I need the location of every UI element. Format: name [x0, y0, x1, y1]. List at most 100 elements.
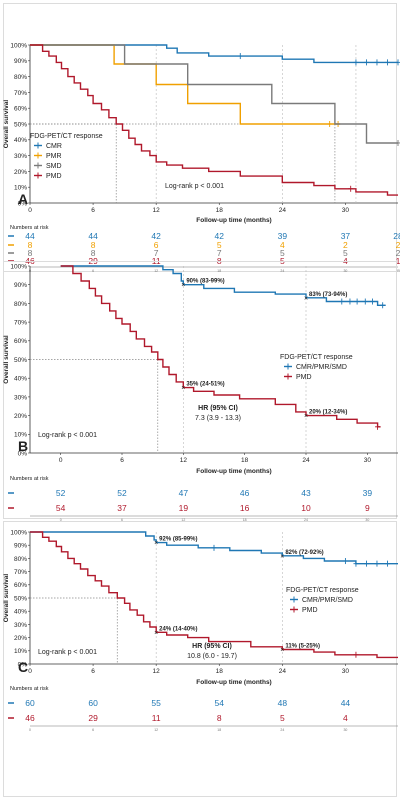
survival-estimate-label: 20% (12-34%) — [309, 410, 347, 416]
risk-count: 60 — [88, 698, 98, 708]
y-tick-label: 70% — [14, 90, 27, 97]
risk-axis-tick-label: 6 — [92, 728, 94, 732]
legend-entry: CMR/PMR/SMD — [296, 364, 347, 371]
risk-count: 52 — [117, 488, 127, 498]
risk-count: 4 — [343, 713, 348, 723]
risk-count: 44 — [25, 231, 35, 241]
survival-estimate-label: 83% (73-94%) — [309, 292, 347, 298]
km-curve-pmd — [30, 44, 398, 196]
y-tick-label: 50% — [14, 595, 27, 602]
risk-count: 43 — [301, 488, 311, 498]
x-tick-label: 24 — [279, 668, 287, 675]
x-tick-label: 24 — [279, 207, 287, 214]
x-axis-title: Follow-up time (months) — [196, 679, 271, 686]
risk-count: 8 — [91, 248, 96, 258]
risk-count: 19 — [179, 503, 189, 513]
survival-estimate-label: 35% (24-51%) — [186, 382, 224, 388]
y-tick-label: 100% — [10, 263, 27, 270]
y-axis-title: Overall survival — [3, 574, 10, 623]
km-curve-smd — [30, 44, 398, 144]
x-tick-label: 0 — [28, 207, 32, 214]
y-tick-label: 40% — [14, 376, 27, 383]
y-tick-label: 90% — [14, 543, 27, 550]
km-curve-cmr — [30, 44, 398, 64]
y-tick-label: 0% — [18, 661, 28, 668]
risk-count: 9 — [365, 503, 370, 513]
risk-count: 54 — [215, 698, 225, 708]
risk-count: 52 — [56, 488, 66, 498]
callout-marker: × — [280, 647, 284, 654]
chart-panel-b: 0% 10% 20% 30% 40% 50% 60% 70% 80% 90% 100% 0 6 12 18 2… — [3, 261, 398, 522]
risk-count: 5 — [280, 713, 285, 723]
risk-count: 4 — [280, 240, 285, 250]
risk-count: 46 — [25, 713, 35, 723]
risk-count: 28 — [393, 231, 400, 241]
risk-count: 39 — [363, 488, 373, 498]
risk-count: 16 — [240, 503, 250, 513]
legend-entry: PMD — [296, 374, 312, 381]
y-tick-label: 0% — [18, 200, 28, 207]
km-curve-cmr-pmr-smd — [60, 265, 386, 306]
risk-axis-tick-label: 18 — [217, 728, 221, 732]
y-tick-label: 20% — [14, 635, 27, 642]
km-curve-pmd — [30, 531, 398, 659]
risk-axis-tick-label: 24 — [304, 518, 308, 522]
y-tick-label: 30% — [14, 622, 27, 629]
y-tick-label: 0% — [18, 450, 28, 457]
x-tick-label: 12 — [180, 457, 188, 464]
risk-axis-tick-label: 24 — [280, 269, 284, 273]
y-tick-label: 20% — [14, 169, 27, 176]
callout-marker: × — [181, 282, 185, 289]
km-curve-cmr-pmr-smd — [30, 531, 398, 565]
x-tick-label: 30 — [342, 668, 350, 675]
y-tick-label: 60% — [14, 338, 27, 345]
risk-count: 1 — [396, 256, 400, 266]
risk-count: 2 — [343, 240, 348, 250]
survival-estimate-label: 24% (14-40%) — [159, 626, 197, 632]
x-tick-label: 30 — [364, 457, 372, 464]
risk-axis-tick-label: 0 — [60, 518, 62, 522]
hr-value: 7.3 (3.9 - 13.3) — [195, 415, 241, 422]
x-tick-label: 18 — [216, 668, 224, 675]
risk-count: 7 — [217, 248, 222, 258]
x-tick-label: 18 — [216, 207, 224, 214]
risk-count: 8 — [217, 713, 222, 723]
y-tick-label: 10% — [14, 432, 27, 439]
survival-estimate-label: 90% (83-99%) — [186, 279, 224, 285]
x-tick-label: 6 — [91, 668, 95, 675]
risk-axis-tick-label: 30 — [365, 518, 369, 522]
y-tick-label: 60% — [14, 582, 27, 589]
risk-count: 39 — [278, 231, 288, 241]
y-tick-label: 80% — [14, 74, 27, 81]
risk-count: 47 — [179, 488, 189, 498]
risk-count: 2 — [396, 240, 400, 250]
y-tick-label: 10% — [14, 648, 27, 655]
y-tick-label: 20% — [14, 413, 27, 420]
x-tick-label: 24 — [302, 457, 310, 464]
x-tick-label: 12 — [153, 207, 161, 214]
legend-entry: PMD — [302, 607, 318, 614]
y-tick-label: 70% — [14, 320, 27, 327]
risk-count: 6 — [154, 240, 159, 250]
legend-entry: SMD — [46, 163, 62, 170]
y-tick-label: 40% — [14, 137, 27, 144]
risk-count: 10 — [301, 503, 311, 513]
hr-title: HR (95% CI) — [192, 643, 232, 650]
legend-entry: PMR — [46, 153, 62, 160]
y-tick-label: 50% — [14, 121, 27, 128]
km-curve-pmr — [30, 44, 341, 125]
km-curve-pmd — [60, 265, 381, 428]
y-tick-label: 90% — [14, 282, 27, 289]
risk-count: 7 — [154, 248, 159, 258]
legend-title: FDG-PET/CT response — [280, 354, 353, 361]
y-tick-label: 50% — [14, 357, 27, 364]
callout-marker: × — [154, 540, 158, 547]
x-tick-label: 0 — [59, 457, 63, 464]
y-tick-label: 60% — [14, 106, 27, 113]
risk-count: 5 — [217, 240, 222, 250]
risk-axis-tick-label: 18 — [243, 518, 247, 522]
callout-marker: × — [304, 413, 308, 420]
panel-border — [3, 261, 397, 519]
legend-entry: CMR/PMR/SMD — [302, 597, 353, 604]
x-axis-title: Follow-up time (months) — [196, 217, 271, 224]
